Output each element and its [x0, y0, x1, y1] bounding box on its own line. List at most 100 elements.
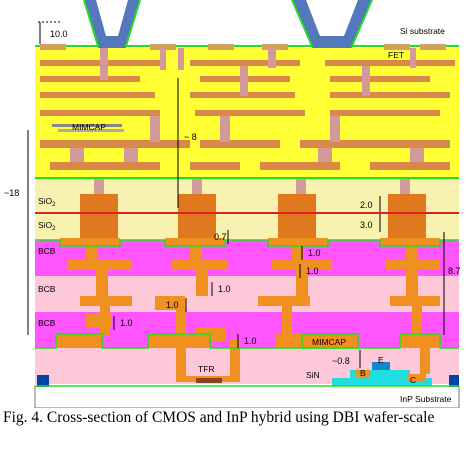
bond-pad-upper [388, 194, 426, 216]
metal-line [155, 296, 185, 310]
via [94, 178, 104, 194]
dim-label-bcb-via-4: 1.0 [166, 300, 179, 310]
label-mimcap-bottom: MIMCAP [312, 337, 346, 347]
fet-gate [208, 44, 234, 50]
via [296, 178, 306, 194]
label-si-substrate: Si substrate [400, 26, 445, 36]
mimcap-plate [58, 129, 124, 132]
dim-label-inp-stack: 8.7 [448, 266, 461, 276]
bond-pad-lower [178, 216, 216, 238]
metal-line [40, 92, 155, 98]
metal-via [86, 246, 98, 260]
metal-via [282, 306, 292, 336]
metal-line [172, 260, 228, 270]
bond-pad-lower [80, 216, 118, 238]
via [400, 178, 410, 194]
dim-label-bcb-via-2: 1.0 [306, 266, 319, 276]
via [178, 48, 184, 70]
metal-pad [60, 238, 120, 246]
metal-line [300, 140, 450, 148]
hbt-base-mesa [350, 370, 410, 378]
inp-right-pad [449, 375, 459, 387]
dim-label-sio2-lower: 3.0 [360, 220, 373, 230]
metal-pad [380, 238, 440, 246]
via [100, 48, 108, 80]
label-hbt-c: C [410, 375, 416, 385]
fet-gate [420, 44, 446, 50]
metal-line [195, 110, 305, 116]
label-sin: SiN [306, 370, 320, 380]
label-fet: FET [388, 50, 404, 60]
metal-line [260, 162, 340, 170]
metal-line [40, 76, 140, 82]
via [124, 148, 138, 162]
via [150, 116, 160, 142]
sio2-text: SiO [38, 196, 53, 206]
metal-via [292, 246, 304, 260]
dim-label-bond-gap: 0.7 [214, 232, 227, 242]
metal-pad [165, 238, 225, 246]
metal-line [390, 296, 440, 306]
metal-via [196, 270, 208, 296]
metal-line [386, 260, 440, 270]
label-mimcap-top: MIMCAP [72, 122, 106, 132]
dim-label-total: ~18 [4, 188, 19, 198]
metal-pad [268, 238, 328, 246]
label-sio2-lower: SiO2 [38, 220, 56, 232]
hbt-base-contact [356, 370, 370, 378]
via [268, 48, 276, 68]
metal-line [330, 76, 430, 82]
via [70, 148, 84, 162]
metal-via [406, 246, 418, 260]
metal-line [400, 334, 440, 348]
inp-substrate-region [34, 385, 460, 408]
metal-line [370, 162, 450, 170]
via [330, 116, 340, 142]
label-bcb-1: BCB [38, 246, 56, 256]
metal-line [190, 162, 240, 170]
bond-pad-upper [178, 194, 216, 216]
via [192, 178, 202, 194]
mimcap-cmos [52, 124, 124, 132]
metal-line [80, 296, 132, 306]
dimension-arrows [27, 21, 445, 368]
metal-via [230, 340, 240, 378]
metal-line [190, 60, 300, 66]
via [410, 148, 424, 162]
metal-line [40, 110, 160, 116]
via [240, 66, 248, 96]
inp-interconnect [56, 238, 440, 382]
via [410, 48, 416, 68]
label-hbt-e: E [378, 355, 384, 365]
mimcap-plate [52, 124, 122, 127]
bcb-interface [35, 333, 459, 349]
dim-label-bcb-via-6: 1.0 [244, 336, 257, 346]
dim-label-bcb-via-1: 1.0 [308, 248, 321, 258]
metal-line [325, 60, 455, 66]
dim-label-emitter-gap: ~0.8 [332, 356, 350, 366]
bond-pad-lower [278, 216, 316, 238]
metal-via [176, 310, 186, 336]
sio2-sub: 2 [52, 226, 56, 232]
dim-label-sio2-upper: 2.0 [360, 200, 373, 210]
fet-gate [384, 44, 410, 50]
hbt-device [332, 362, 432, 386]
label-tfr: TFR [198, 364, 215, 374]
bcb-green-outlines [35, 239, 459, 387]
dim-label-bcb-via-3: 1.0 [218, 284, 231, 294]
metal-line [276, 334, 308, 348]
sio2-text: SiO [38, 220, 53, 230]
sio2-sub: 2 [52, 202, 56, 208]
metal-line [272, 260, 332, 270]
dim-label-cmos-stack: ~ 8 [184, 132, 197, 142]
fet-row [40, 44, 446, 50]
hbt-collector-contact [408, 374, 426, 382]
metal-line [330, 110, 440, 116]
label-hbt-b: B [360, 368, 366, 378]
metal-via [296, 270, 308, 296]
metal-via [96, 270, 108, 296]
metal-line [40, 140, 190, 148]
label-bcb-2: BCB [38, 284, 56, 294]
label-inp-substrate: InP Substrate [400, 394, 452, 404]
sin-cyan-mesa [332, 378, 432, 386]
